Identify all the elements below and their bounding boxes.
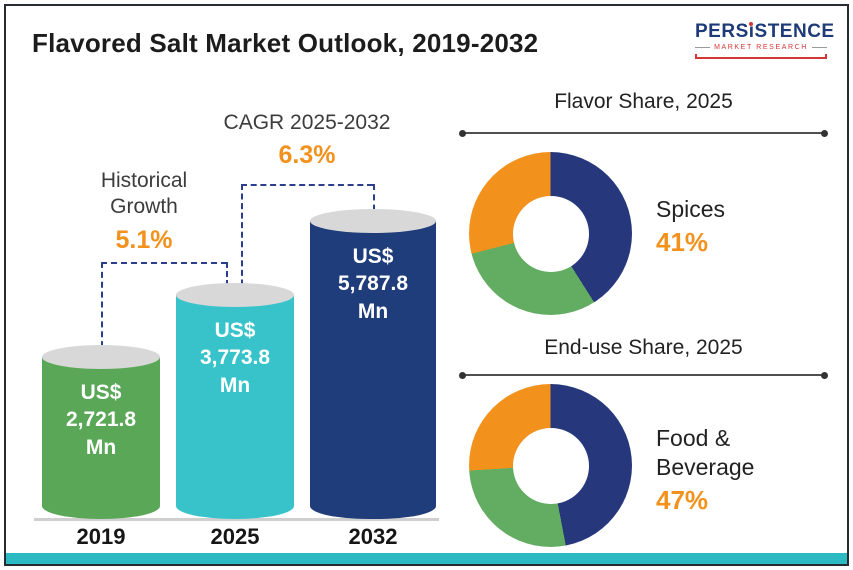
enduse-share-title: End-use Share, 2025 — [544, 336, 743, 359]
highlight-label: Spices — [656, 196, 726, 222]
cylinder-top — [176, 283, 294, 307]
bar-2025: US$ 3,773.8 Mn — [176, 283, 294, 519]
market-outlook-bar-chart: Historical Growth 5.1% CAGR 2025-2032 6.… — [34, 84, 446, 549]
dashed-connector — [241, 184, 373, 186]
cylinder-top — [42, 345, 160, 369]
separator-line — [459, 371, 828, 379]
infographic-frame: Flavored Salt Market Outlook, 2019-2032 … — [4, 4, 849, 566]
category-label-2019: 2019 — [76, 524, 126, 549]
donut-hole — [512, 195, 589, 272]
share-charts-column: Flavor Share, 2025 Spices 41% End-use Sh… — [451, 90, 836, 560]
annotation-cagr: CAGR 2025-2032 6.3% — [222, 110, 392, 170]
cylinder-top — [310, 209, 436, 233]
highlight-value: 41% — [656, 226, 709, 257]
annotation-historical-growth: Historical Growth 5.1% — [54, 168, 234, 255]
persistence-logo: PERSiSTENCE MARKET RESEARCH — [695, 21, 835, 59]
annotation-value: 6.3% — [278, 141, 336, 170]
enduse-share-highlight: Food & Beverage 47% — [656, 424, 831, 516]
flavor-share-title: Flavor Share, 2025 — [554, 90, 733, 113]
annotation-value: 5.1% — [115, 225, 173, 254]
logo-brand-text: PERSiSTENCE — [695, 21, 835, 42]
flavor-share-highlight: Spices 41% — [656, 195, 831, 258]
dashed-connector — [101, 262, 227, 264]
separator-line — [459, 129, 828, 137]
bar-value-label: US$ 3,773.8 Mn — [199, 319, 271, 397]
highlight-label: Food & Beverage — [656, 425, 755, 480]
page-title: Flavored Salt Market Outlook, 2019-2032 — [32, 28, 539, 58]
bottom-accent-strip — [6, 553, 847, 564]
dashed-connector — [373, 184, 375, 221]
logo-underline — [695, 54, 827, 59]
logo-tagline: MARKET RESEARCH — [695, 44, 827, 51]
bar-value-label: US$ 2,721.8 Mn — [65, 381, 137, 459]
bar-value-label: US$ 5,787.8 Mn — [337, 245, 409, 323]
logo-i-red-dot: i — [748, 21, 755, 42]
chart-baseline — [34, 518, 439, 521]
annotation-label: CAGR 2025-2032 — [223, 111, 391, 134]
annotation-label: Historical Growth — [100, 169, 188, 219]
flavor-share-donut — [469, 152, 632, 315]
dashed-connector — [101, 262, 103, 357]
bar-2019: US$ 2,721.8 Mn — [42, 345, 160, 519]
bar-2032: US$ 5,787.8 Mn — [310, 209, 436, 519]
category-label-2032: 2032 — [348, 524, 398, 549]
category-label-2025: 2025 — [210, 524, 260, 549]
dashed-connector — [241, 184, 243, 295]
highlight-value: 47% — [656, 484, 709, 515]
donut-hole — [512, 427, 589, 504]
enduse-share-donut — [469, 384, 632, 547]
dashed-connector — [226, 262, 228, 295]
